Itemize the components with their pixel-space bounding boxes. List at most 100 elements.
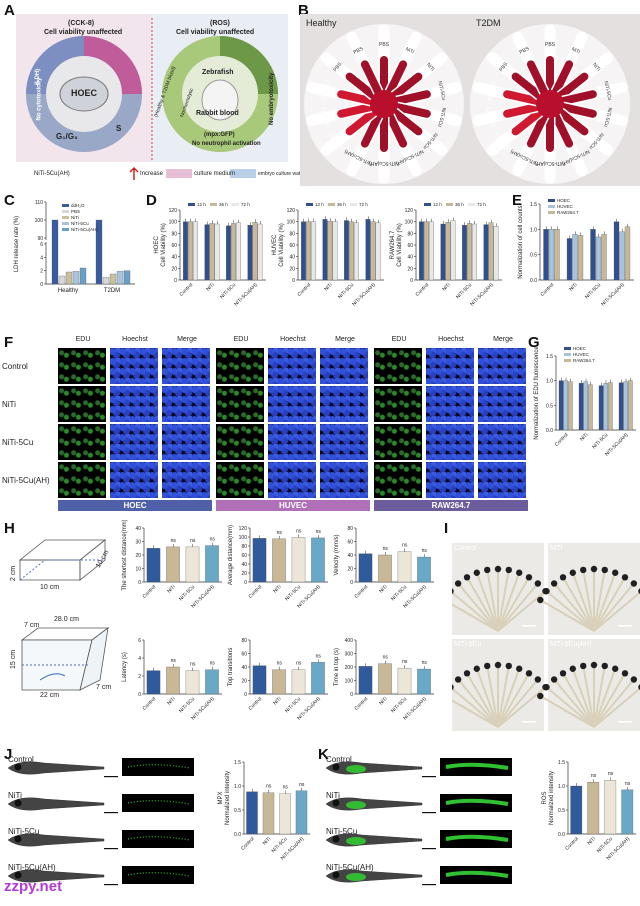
y-tick-label: 120 <box>239 526 248 532</box>
y-tick-label: 20 <box>241 571 247 577</box>
bar <box>488 222 494 281</box>
y-tick-label: 100 <box>287 220 296 226</box>
legend-swatch <box>232 203 239 206</box>
bar <box>354 222 359 281</box>
tube-label: NiTi-5Cu <box>436 107 446 128</box>
x-tick-label: NiTi <box>579 432 589 442</box>
bar <box>209 223 215 281</box>
f-col-header: Merge <box>335 336 355 343</box>
y-tick-label: 60 <box>347 540 353 546</box>
x-tick-label: NiTi-5Cu(AH) <box>600 282 626 308</box>
bar <box>79 267 87 285</box>
ns-label: ns <box>422 548 428 554</box>
embryo-tail <box>497 572 521 632</box>
legend-swatch <box>328 203 335 206</box>
f-row-label: NiTi-5Cu <box>2 438 34 447</box>
bar <box>493 226 499 281</box>
embryo-eye <box>505 566 512 574</box>
legend-label: 12 h <box>433 202 442 207</box>
legend-swatch <box>62 216 69 219</box>
legend-label: HUVEC <box>557 204 574 209</box>
bar <box>58 275 66 285</box>
tube-blood <box>559 103 597 118</box>
embryo-eye <box>525 574 533 581</box>
y-tick-label: 10 <box>135 567 141 573</box>
y-axis-label: Normalization of EDU fluorescence <box>534 346 540 440</box>
panel-k-zebrafish: Control NiTi NiTi-5Cu NiTi-5Cu(AH) <box>322 748 544 901</box>
ns-label: ns <box>190 662 196 668</box>
tube-label: PBS <box>353 46 365 56</box>
y-axis-label: Cell Viability (%) <box>279 223 285 267</box>
bar <box>621 789 634 835</box>
x-tick-label: NiTi <box>441 282 451 292</box>
embryo-eye <box>537 692 544 700</box>
y-tick-label: 6 <box>40 242 43 248</box>
tank-diagrams <box>18 539 110 691</box>
y-tick-label: 30 <box>135 540 141 546</box>
chart-h-transitions: 020406080ControlnsNiTinsNiTi-5CunsNiTi-5… <box>228 638 328 722</box>
y-tick-label: 0.5 <box>234 808 241 814</box>
y-axis-label: MPX <box>218 791 224 804</box>
y-tick-label: 80 <box>347 526 353 532</box>
a-zebrafish: Zebrafish <box>202 69 234 76</box>
fish-row-label: Control <box>8 755 34 764</box>
embryo-eye <box>601 566 608 574</box>
f-image-tile <box>320 386 368 422</box>
scale-bar <box>104 884 118 886</box>
tube-blood <box>390 72 423 100</box>
fish-row-label: NiTi <box>326 791 340 800</box>
f-image-tile <box>216 348 264 384</box>
panel-h-tanks: 10 cm 10 cm 2 cm 28.0 cm 7 cm 15 cm 22 c… <box>10 530 120 700</box>
bar <box>327 220 333 281</box>
f-col-header: EDU <box>75 336 91 343</box>
bar <box>146 548 161 583</box>
tube-label: NiTi-5Cu <box>602 107 612 128</box>
f-image-tile <box>162 424 210 460</box>
bar <box>247 225 253 281</box>
embryo-eye <box>543 683 550 691</box>
zebrafish-rows: Control NiTi NiTi-5Cu NiTi-5Cu(AH) <box>7 755 194 886</box>
y-axis-label: Latency (s) <box>122 652 128 682</box>
x-tick-label: NiTi-5Cu <box>455 282 473 300</box>
f-image-tile <box>162 462 210 498</box>
embryo-eye <box>550 580 558 587</box>
a-legend-culture: culture medium <box>194 171 236 177</box>
embryo-tail <box>497 672 530 728</box>
y-tick-label: 300 <box>345 652 354 658</box>
y-tick-label: 20 <box>135 553 141 559</box>
embryo-tail <box>497 678 539 728</box>
embryo-tail <box>593 672 626 728</box>
legend-label: 72 h <box>477 202 486 207</box>
f-row-label: NiTi <box>2 400 16 409</box>
embryo-eye <box>630 676 638 683</box>
x-tick-label: Healthy <box>58 288 78 294</box>
embryo-eye <box>590 565 598 573</box>
f-image-tile <box>110 424 158 460</box>
a-mpx: (mpx:GFP) <box>204 132 235 138</box>
fish-row-label: Control <box>326 755 352 764</box>
bar <box>358 553 373 583</box>
fish-glow <box>346 873 366 881</box>
a-embryo: No embryotoxicity <box>269 72 275 125</box>
x-tick-label: NiTi-5Cu(AH) <box>233 282 259 308</box>
fish-body <box>7 797 105 811</box>
a-g1: G₁/G₃ <box>56 132 78 141</box>
a-left-title: (CCK-8) <box>68 20 95 27</box>
embryo-eye <box>621 670 629 677</box>
legend-swatch <box>188 203 195 206</box>
y-tick-label: 40 <box>171 255 177 261</box>
chart-h-shortest: 010203040ControlnsNiTinsNiTi-5CunsNiTi-5… <box>122 520 222 610</box>
legend-label: 12 h <box>197 202 206 207</box>
embryo-eye <box>484 662 491 670</box>
x-tick-label: NiTi-5Cu <box>584 282 602 300</box>
f-image-tile <box>162 348 210 384</box>
embryo-eye <box>580 662 587 670</box>
scale-bar <box>522 625 536 627</box>
bar <box>252 538 267 583</box>
legend-swatch <box>306 203 313 206</box>
scale-bar <box>422 848 436 850</box>
tube-label: NiTi <box>404 46 414 55</box>
embryo-eye <box>612 665 619 672</box>
ns-label: ns <box>402 659 408 665</box>
y-tick-label: 120 <box>169 208 178 214</box>
